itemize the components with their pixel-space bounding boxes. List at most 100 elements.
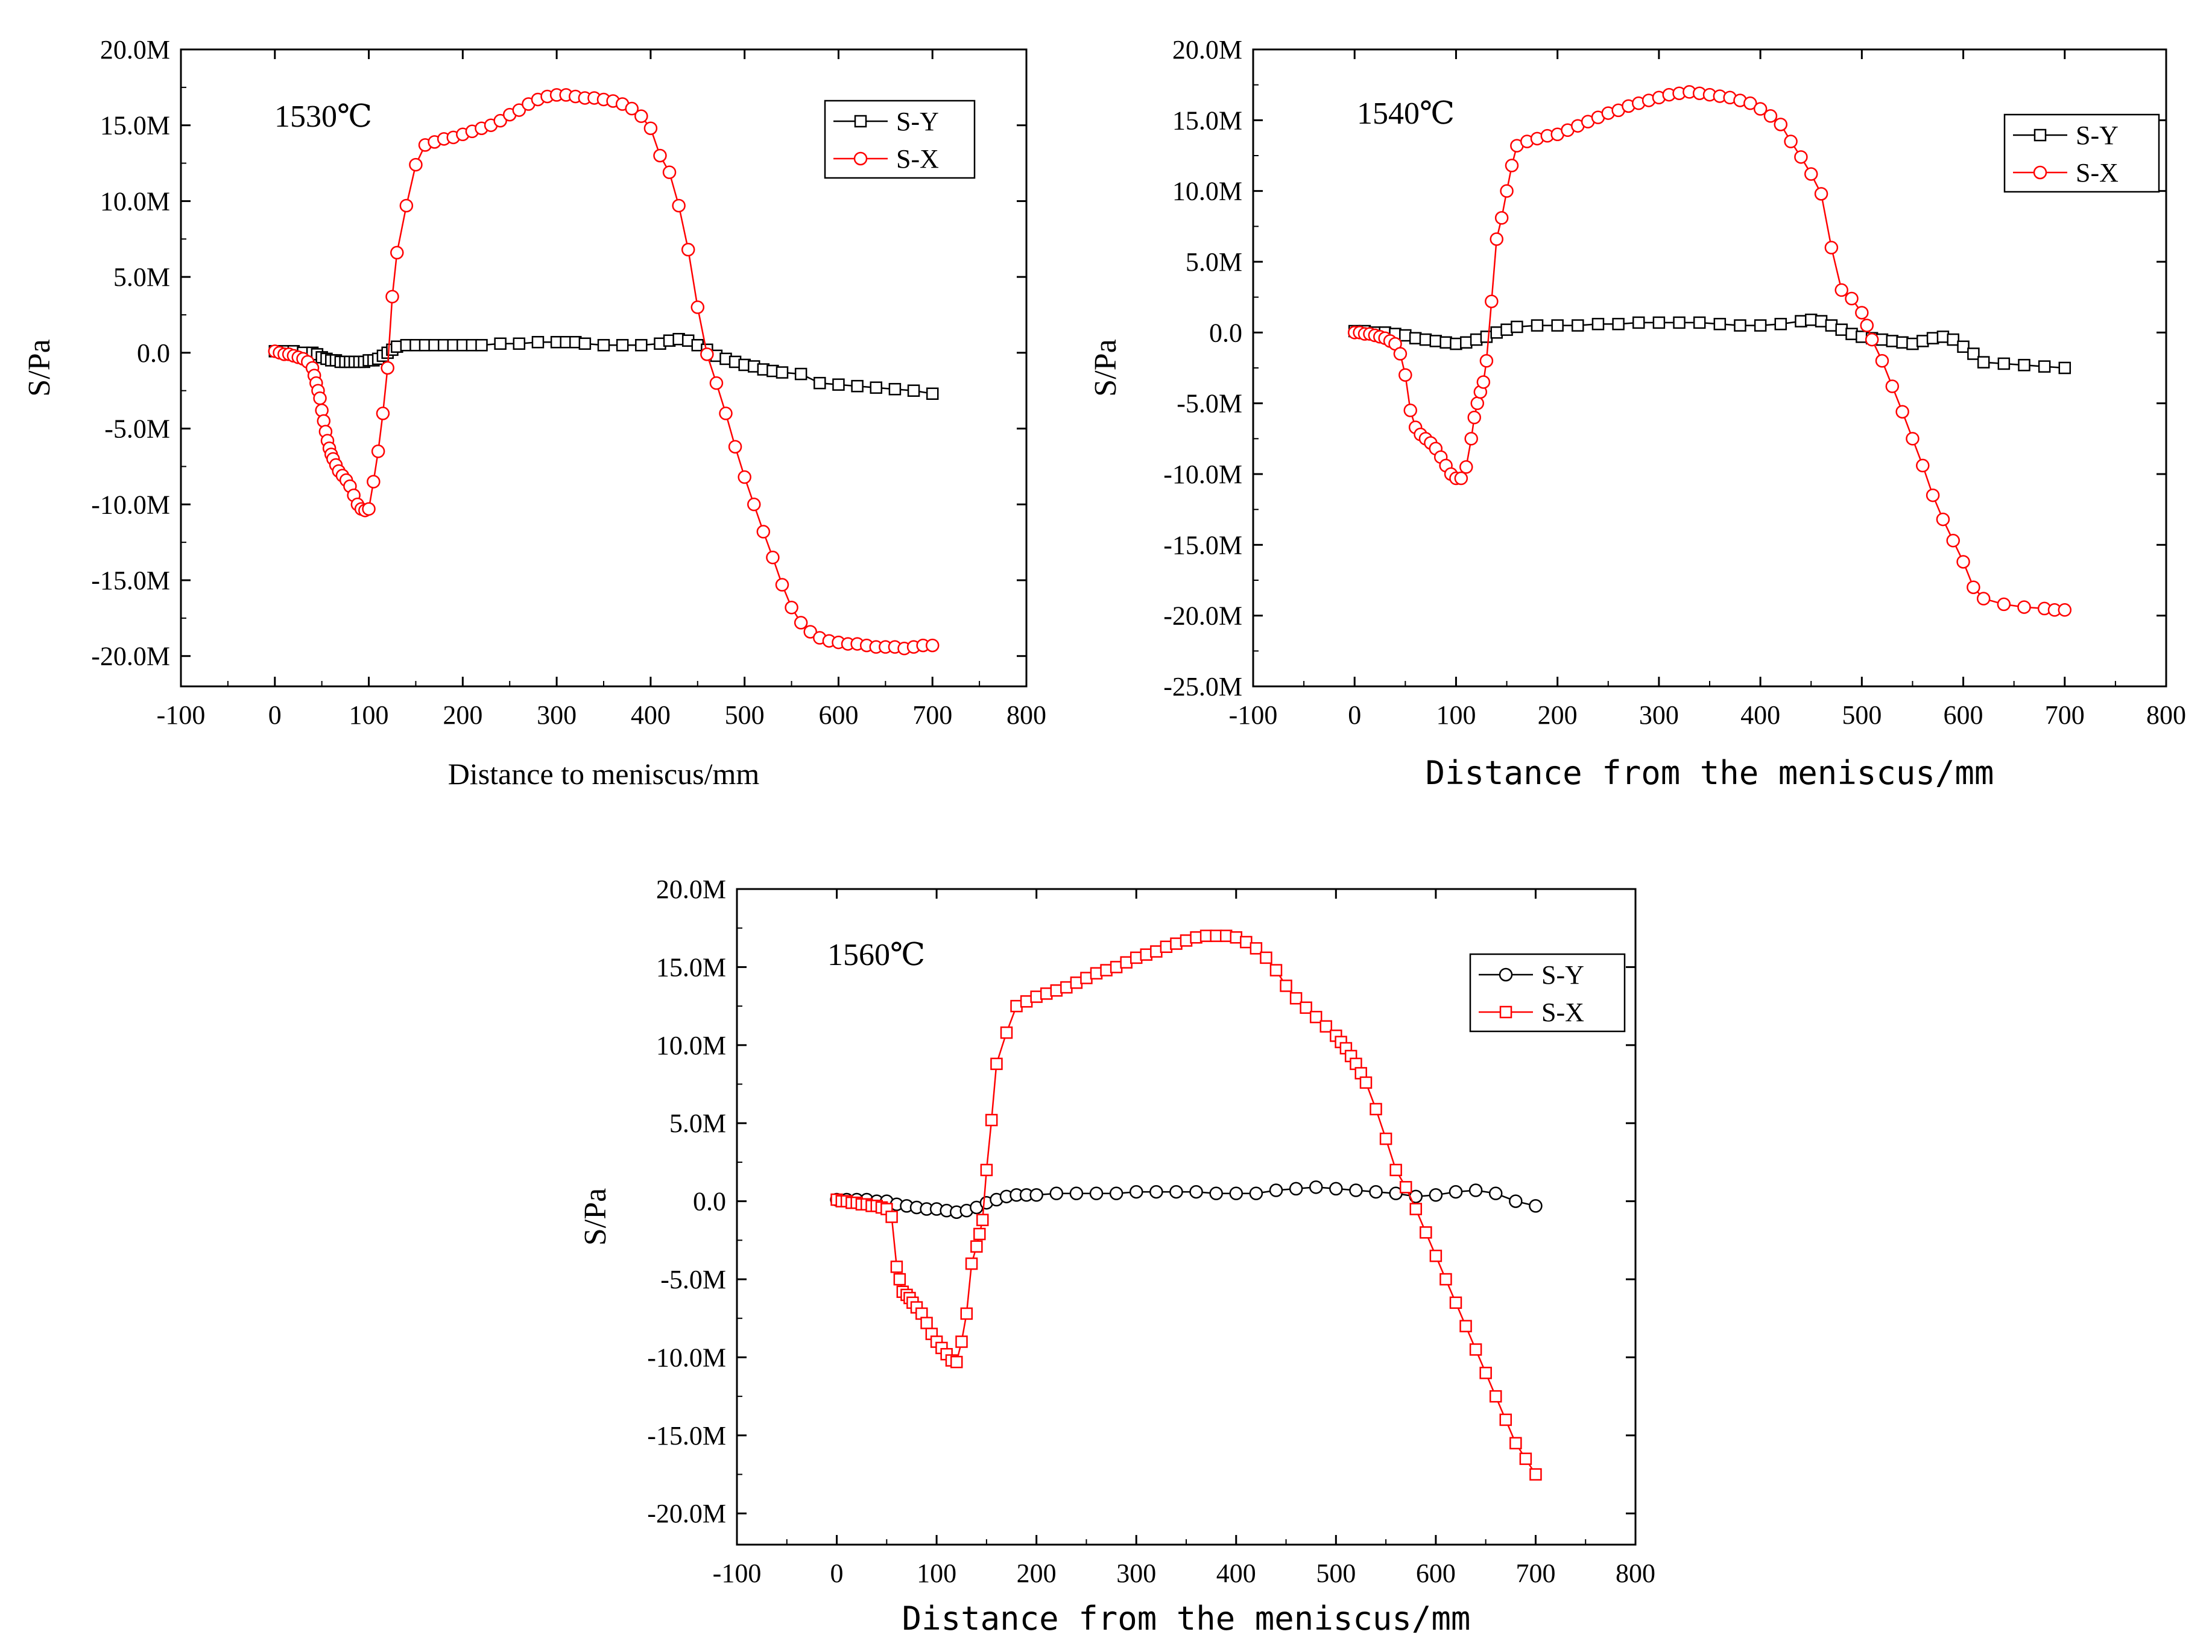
data-point [390, 245, 404, 260]
x-tick-label: 300 [537, 700, 577, 730]
x-tick-label: 100 [1436, 700, 1476, 730]
data-point [2058, 361, 2071, 375]
data-point [1229, 1186, 1243, 1200]
data-point [1090, 967, 1103, 980]
data-point [1612, 318, 1625, 331]
data-point [970, 1240, 983, 1253]
data-point [1485, 294, 1499, 308]
data-point [1419, 333, 1432, 346]
data-point [1459, 1320, 1472, 1332]
data-point [960, 1307, 973, 1320]
data-point [1551, 319, 1564, 332]
legend-label: S-Y [896, 107, 939, 136]
data-point [1673, 316, 1686, 329]
data-point [2058, 603, 2072, 617]
y-tick-label: 0.0 [693, 1187, 726, 1217]
data-point [719, 407, 733, 420]
y-tick-label: 10.0M [100, 186, 170, 216]
data-point [625, 101, 639, 116]
data-point [1460, 336, 1473, 349]
y-tick-label: 0.0 [1209, 318, 1242, 347]
legend-marker [854, 115, 867, 128]
x-axis-label: Distance from the meniscus/mm [1426, 754, 1994, 792]
data-point [1997, 597, 2011, 612]
data-point [775, 578, 789, 592]
data-point [1490, 232, 1503, 246]
data-point [925, 638, 940, 653]
data-point [1917, 335, 1929, 347]
data-point [1129, 1185, 1143, 1199]
y-tick-label: 5.0M [1186, 247, 1242, 277]
data-point [980, 1163, 993, 1177]
y-tick-label: 10.0M [656, 1031, 726, 1060]
data-point [1169, 1185, 1183, 1199]
data-point [1454, 471, 1468, 486]
data-point [766, 551, 780, 565]
y-tick-label: 20.0M [656, 875, 726, 904]
data-point [1080, 972, 1093, 984]
x-tick-label: 700 [1515, 1559, 1555, 1588]
x-tick-label: 0 [1348, 700, 1361, 730]
data-point [494, 337, 507, 350]
y-tick-label: -15.0M [91, 566, 170, 595]
data-point [1420, 1226, 1432, 1239]
data-point [1280, 979, 1292, 992]
data-point [1149, 1185, 1163, 1199]
data-point [2018, 359, 2030, 372]
x-tick-label: 400 [1216, 1559, 1256, 1588]
data-point [1050, 984, 1063, 997]
data-point [371, 445, 385, 458]
data-point [1160, 940, 1173, 954]
x-axis-label: Distance from the meniscus/mm [902, 1600, 1471, 1638]
data-point [1449, 1296, 1462, 1309]
x-tick-label: -100 [157, 700, 206, 730]
data-point [1977, 356, 1990, 369]
data-point [1289, 1182, 1303, 1196]
data-point [1500, 184, 1514, 198]
x-tick-label: 400 [631, 700, 671, 730]
y-tick-label: -25.0M [1163, 672, 1242, 701]
data-point [1494, 211, 1509, 225]
data-point [1309, 1010, 1322, 1024]
data-point [1250, 942, 1263, 955]
data-point [1030, 990, 1043, 1003]
data-point [1379, 1132, 1392, 1145]
data-point [1130, 951, 1143, 964]
data-point [1834, 283, 1848, 297]
data-point [1464, 432, 1478, 446]
data-point [1916, 458, 1930, 473]
data-point [1429, 1249, 1443, 1262]
data-point [955, 1335, 968, 1348]
data-point [1794, 150, 1808, 164]
x-tick-label: 200 [443, 700, 482, 730]
data-point [1865, 332, 1879, 347]
data-point [1652, 316, 1666, 329]
y-tick-label: -15.0M [1163, 530, 1242, 560]
legend: S-Y S-X [824, 100, 976, 179]
data-point [597, 339, 610, 352]
data-point [1409, 332, 1422, 344]
data-point [1049, 1186, 1064, 1200]
legend: S-Y S-X [1469, 953, 1626, 1033]
data-point [1967, 347, 1980, 360]
data-point [747, 498, 761, 511]
y-tick-label: -20.0M [91, 642, 170, 671]
data-point [1956, 555, 1970, 569]
x-tick-label: 800 [1616, 1559, 1655, 1588]
data-point [728, 440, 742, 454]
x-tick-label: 500 [725, 700, 765, 730]
data-point [1479, 354, 1494, 368]
data-point [634, 109, 648, 123]
data-point [794, 616, 808, 630]
data-point [2017, 600, 2031, 614]
x-tick-label: 700 [2045, 700, 2085, 730]
x-axis-label: Distance to meniscus/mm [448, 757, 760, 791]
data-point [1020, 995, 1033, 1008]
y-tick-label: 20.0M [100, 35, 170, 65]
data-point [1389, 1186, 1403, 1200]
y-axis-label: S/Pa [1089, 339, 1123, 396]
data-point [1170, 937, 1183, 950]
y-tick-label: 5.0M [669, 1109, 726, 1138]
data-point [920, 1317, 933, 1329]
